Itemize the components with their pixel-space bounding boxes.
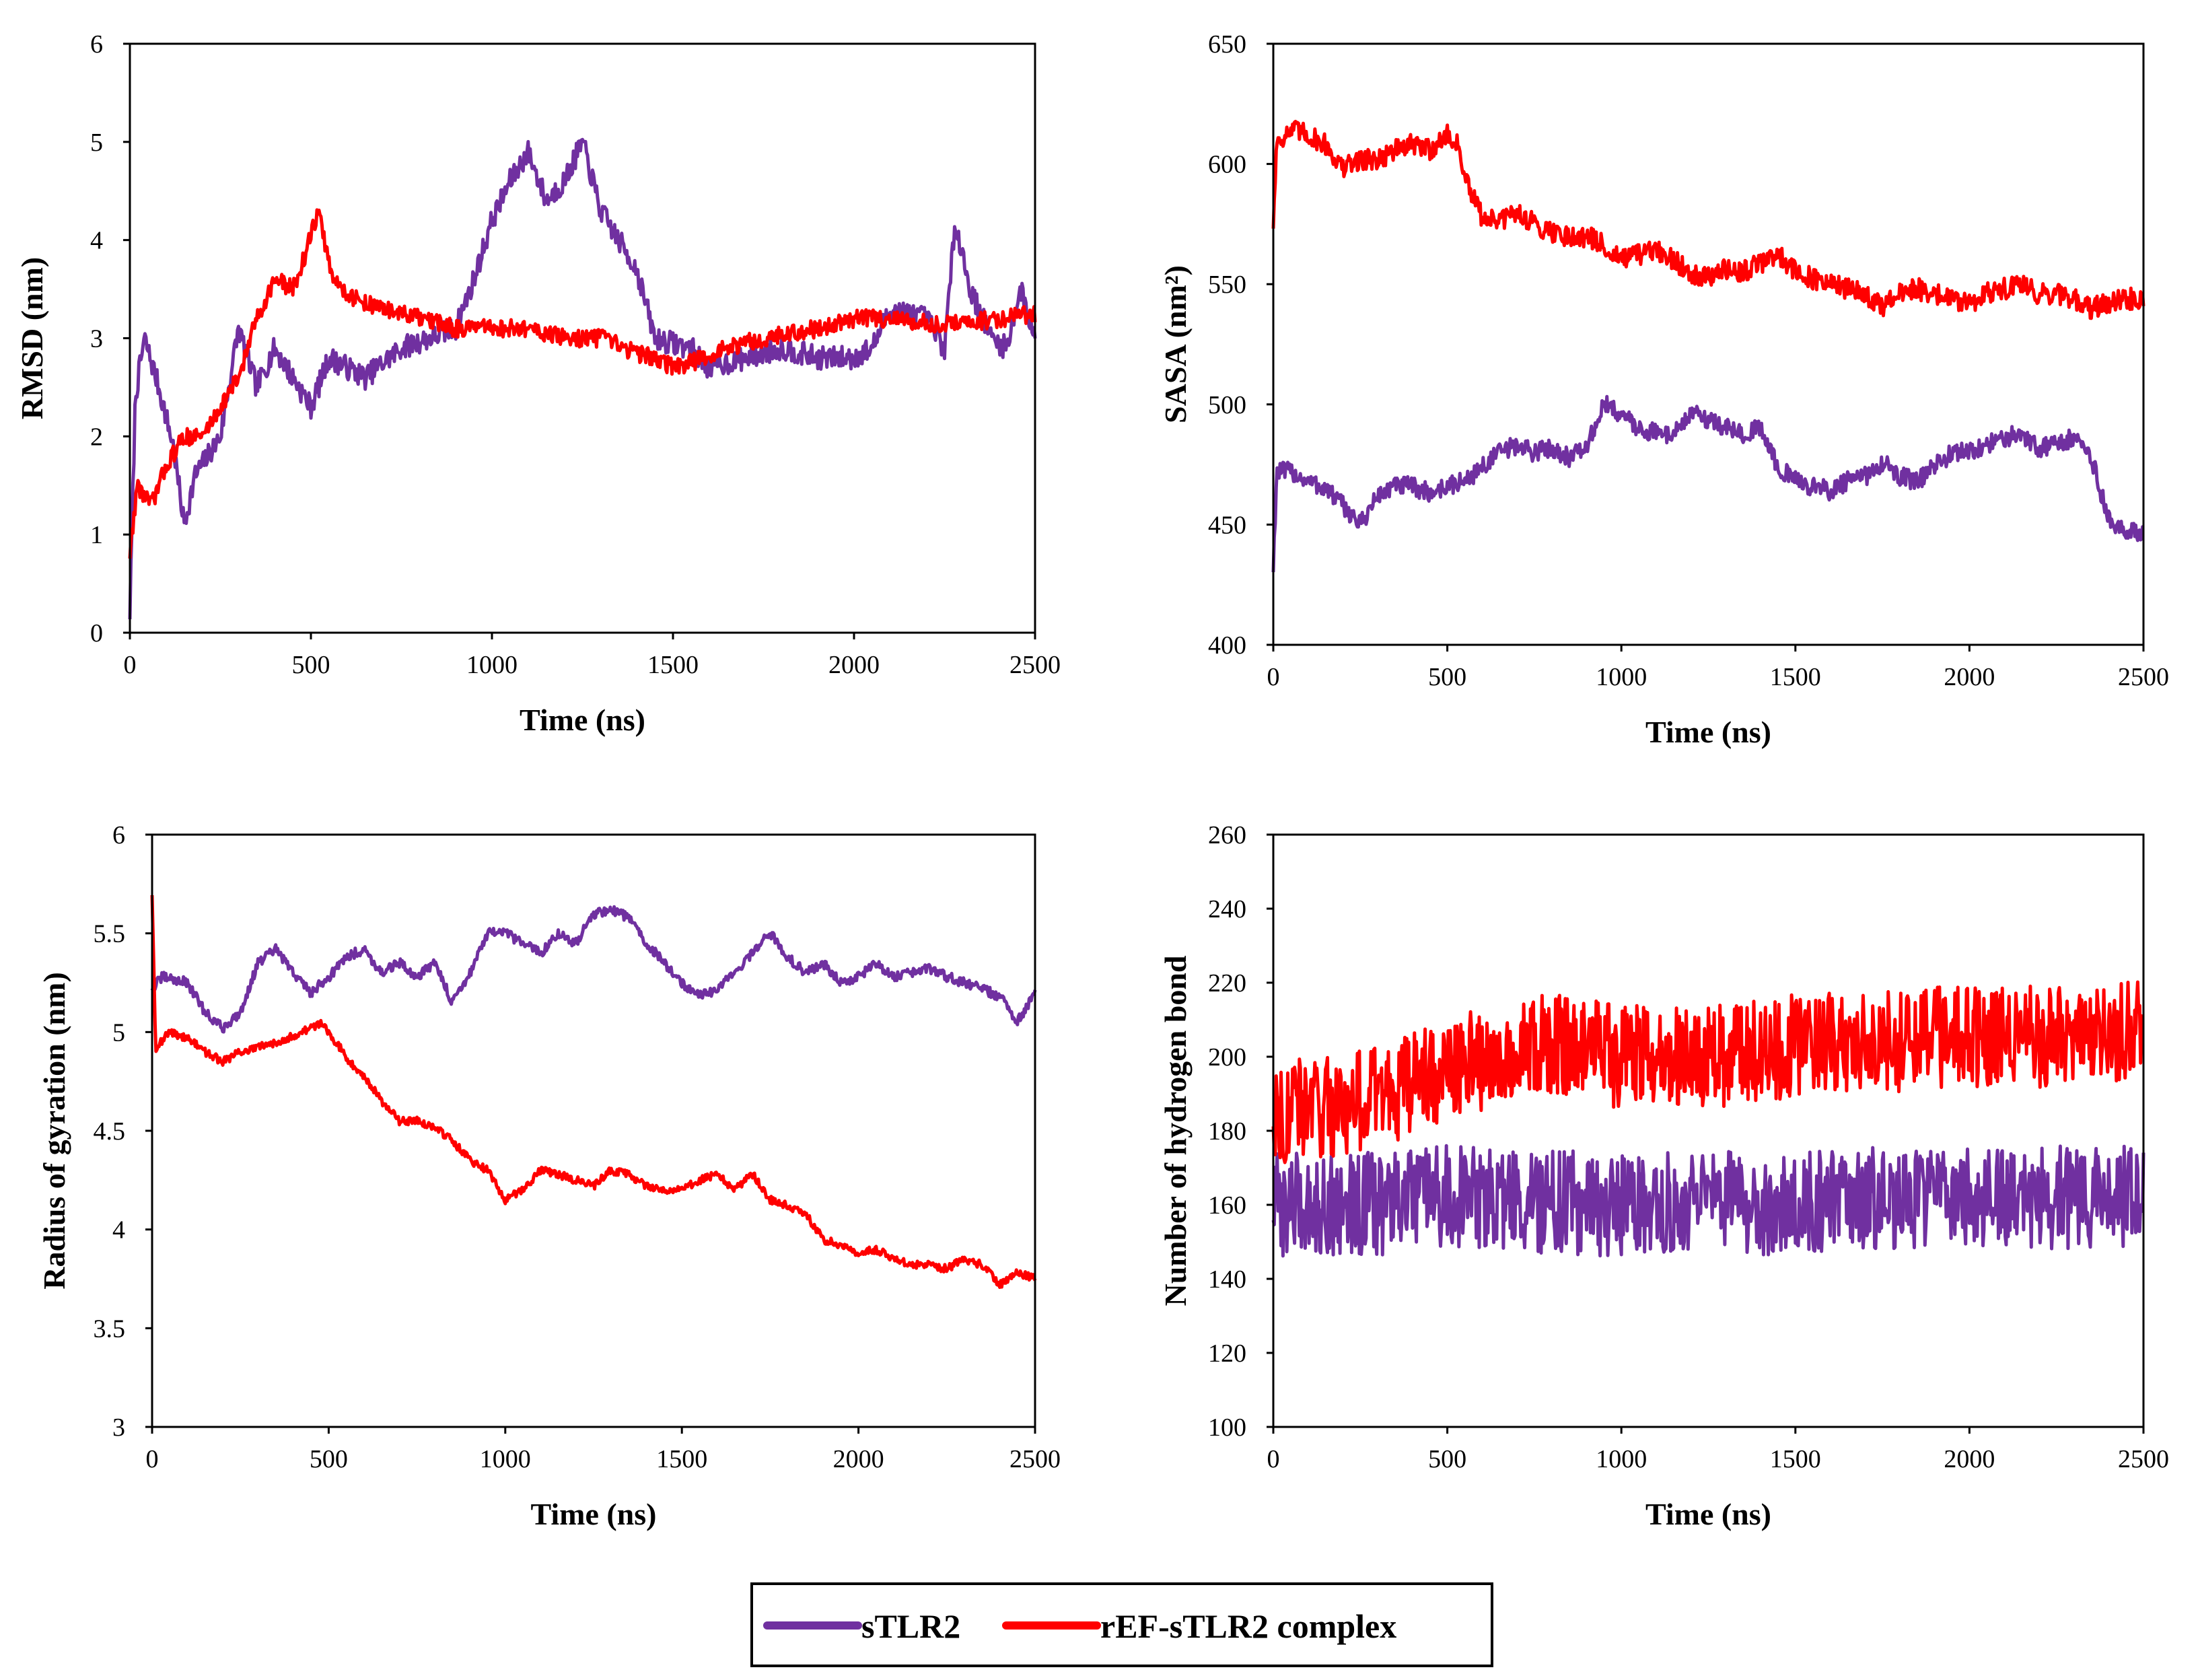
radius-of-gyration-series-ref-stlr2-complex [150, 895, 1037, 1289]
rmsd-x-axis-title: Time (ns) [520, 703, 645, 737]
radius-of-gyration-y-tick-label: 4.5 [94, 1117, 126, 1146]
radius-of-gyration-y-tick-label: 4 [112, 1216, 125, 1245]
sasa-x-tick-label: 2000 [1944, 663, 1995, 691]
rmsd-y-tick-label: 4 [90, 227, 103, 255]
legend-label-ref-stlr2-complex: rEF-sTLR2 complex [1100, 1607, 1396, 1645]
radius-of-gyration-plot-frame [151, 833, 1036, 1428]
radius-of-gyration-x-tick-label: 1500 [656, 1445, 707, 1473]
radius-of-gyration-x-tick-label: 0 [146, 1445, 159, 1473]
sasa-x-tick-label: 1500 [1770, 663, 1821, 691]
sasa-series-ref-stlr2-complex [1271, 120, 2145, 320]
legend: sTLR2 rEF-sTLR2 complex [750, 1582, 1493, 1667]
radius-of-gyration-y-tick-label: 3 [112, 1413, 125, 1442]
rmsd-x-tick-label: 1000 [466, 651, 518, 679]
sasa-y-tick-label: 550 [1208, 271, 1246, 299]
hydrogen-bond-x-tick-label: 2500 [2118, 1445, 2169, 1473]
rmsd-y-axis-title: RMSD (nm) [15, 257, 49, 419]
rmsd-x-tick-label: 2500 [1009, 651, 1061, 679]
sasa-x-tick-label: 0 [1267, 663, 1280, 691]
radius-of-gyration-panel: 0 500 1000 1500 2000 2500 3 3.5 4 4.5 5 5.5 6 Time (n… [37, 821, 1061, 1531]
radius-of-gyration-x-tick-label: 2000 [833, 1445, 884, 1473]
hydrogen-bond-panel: 0 500 1000 1500 2000 2500 100 120 140 160 180 200 22… [1158, 821, 2169, 1531]
radius-of-gyration-y-tick-label: 5 [112, 1018, 125, 1047]
rmsd-y-tick-label: 5 [90, 129, 103, 157]
radius-of-gyration-x-tick-label: 1000 [480, 1445, 531, 1473]
sasa-x-tick-label: 1000 [1596, 663, 1647, 691]
legend-box [750, 1582, 1493, 1667]
hydrogen-bond-series-ref-stlr2-complex [1271, 980, 2145, 1164]
rmsd-y-tick-label: 0 [90, 619, 103, 648]
sasa-plot-frame [1272, 42, 2145, 646]
hydrogen-bond-y-tick-label: 200 [1208, 1043, 1246, 1072]
hydrogen-bond-y-tick-label: 260 [1208, 821, 1246, 849]
rmsd-y-tick-label: 2 [90, 423, 103, 451]
hydrogen-bond-y-tick-label: 160 [1208, 1191, 1246, 1220]
radius-of-gyration-y-axis-title: Radius of gyration (nm) [37, 972, 71, 1290]
radius-of-gyration-x-tick-label: 500 [310, 1445, 348, 1473]
rmsd-x-tick-label: 1500 [647, 651, 699, 679]
hydrogen-bond-x-tick-label: 500 [1428, 1445, 1466, 1473]
hydrogen-bond-y-tick-label: 140 [1208, 1265, 1246, 1294]
radius-of-gyration-x-axis-title: Time (ns) [531, 1497, 657, 1531]
sasa-y-tick-label: 500 [1208, 391, 1246, 419]
hydrogen-bond-y-tick-label: 220 [1208, 969, 1246, 998]
legend-label-stlr2: sTLR2 [861, 1607, 960, 1645]
hydrogen-bond-y-tick-label: 120 [1208, 1339, 1246, 1368]
sasa-y-tick-label: 400 [1208, 631, 1246, 660]
sasa-series-stlr2 [1271, 394, 2145, 573]
sasa-y-tick-label: 600 [1208, 151, 1246, 179]
radius-of-gyration-x-tick-label: 2500 [1009, 1445, 1061, 1473]
sasa-panel: 0 500 1000 1500 2000 2500 400 450 500 550 600 650 Ti… [1158, 30, 2169, 749]
hydrogen-bond-y-tick-label: 100 [1208, 1413, 1246, 1442]
rmsd-series-stlr2 [128, 137, 1037, 620]
radius-of-gyration-series-stlr2 [150, 905, 1037, 1034]
hydrogen-bond-x-tick-label: 1000 [1596, 1445, 1647, 1473]
hydrogen-bond-y-tick-label: 180 [1208, 1117, 1246, 1146]
radius-of-gyration-y-tick-label: 3.5 [94, 1315, 126, 1343]
radius-of-gyration-y-tick-label: 6 [112, 821, 125, 849]
sasa-y-tick-label: 450 [1208, 511, 1246, 539]
rmsd-y-tick-label: 6 [90, 30, 103, 59]
sasa-x-axis-title: Time (ns) [1645, 715, 1771, 749]
rmsd-y-tick-label: 1 [90, 521, 103, 549]
radius-of-gyration-y-tick-label: 5.5 [94, 920, 126, 948]
sasa-y-tick-label: 650 [1208, 30, 1246, 59]
rmsd-panel: 0 500 1000 1500 2000 2500 0 1 2 3 4 5 6 Time (ns) RMSD… [15, 30, 1061, 737]
hydrogen-bond-x-tick-label: 2000 [1944, 1445, 1995, 1473]
hydrogen-bond-y-axis-title: Number of hydrogen bond [1158, 955, 1193, 1306]
sasa-y-axis-title: SASA (nm²) [1158, 265, 1193, 423]
rmsd-series-ref-stlr2-complex [128, 208, 1037, 559]
sasa-x-tick-label: 2500 [2118, 663, 2169, 691]
hydrogen-bond-series-stlr2 [1271, 1144, 2145, 1258]
hydrogen-bond-y-tick-label: 240 [1208, 895, 1246, 923]
rmsd-x-tick-label: 2000 [828, 651, 880, 679]
rmsd-x-tick-label: 0 [124, 651, 137, 679]
hydrogen-bond-x-axis-title: Time (ns) [1645, 1497, 1771, 1531]
hydrogen-bond-x-tick-label: 1500 [1770, 1445, 1821, 1473]
hydrogen-bond-plot-frame [1272, 833, 2145, 1428]
rmsd-y-tick-label: 3 [90, 325, 103, 353]
sasa-x-tick-label: 500 [1428, 663, 1466, 691]
rmsd-x-tick-label: 500 [292, 651, 330, 679]
hydrogen-bond-x-tick-label: 0 [1267, 1445, 1280, 1473]
